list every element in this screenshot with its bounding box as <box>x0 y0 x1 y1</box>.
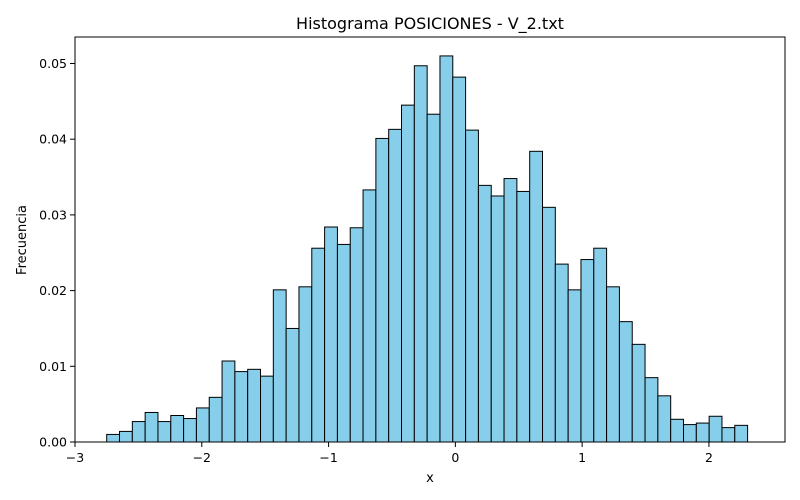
histogram-bar <box>336 243 351 443</box>
histogram-bar <box>708 415 723 443</box>
x-tick-label: 2 <box>705 450 713 465</box>
histogram-bar <box>362 189 377 443</box>
histogram-bar <box>618 321 633 443</box>
histogram-bar <box>516 190 531 443</box>
y-tick-label: 0.00 <box>39 435 67 450</box>
histogram-bar <box>106 433 121 443</box>
y-tick-label: 0.03 <box>39 207 67 222</box>
bars-group <box>106 55 749 443</box>
chart-title: Histograma POSICIONES - V_2.txt <box>296 14 564 34</box>
x-axis-label: x <box>426 471 434 486</box>
histogram-bar <box>452 76 467 443</box>
histogram-bar <box>670 418 685 443</box>
histogram-bar <box>477 184 492 443</box>
x-tick-label: 0 <box>451 450 459 465</box>
histogram-bar <box>721 427 736 443</box>
histogram-bar <box>195 407 210 443</box>
histogram-bar <box>183 418 197 443</box>
histogram-bar <box>554 263 569 443</box>
histogram-bar <box>426 113 441 443</box>
histogram-bar <box>170 415 185 443</box>
y-axis-label: Frecuencia <box>15 205 30 275</box>
x-tick-label: −2 <box>193 450 211 465</box>
histogram-bar <box>234 371 249 443</box>
histogram-bar <box>247 368 262 443</box>
histogram-bar <box>683 424 697 443</box>
histogram-bar <box>580 259 595 443</box>
y-tick-label: 0.01 <box>39 359 67 374</box>
histogram-bar <box>401 104 415 443</box>
histogram-bar <box>131 421 146 443</box>
histogram-bar <box>529 150 544 443</box>
histogram-bar <box>375 137 390 443</box>
histogram-bar <box>657 395 672 443</box>
histogram-bar <box>221 360 236 443</box>
y-tick-label: 0.04 <box>39 132 67 147</box>
histogram-bar <box>285 327 300 443</box>
histogram-bar <box>542 206 556 443</box>
histogram-bar <box>593 247 608 443</box>
y-axis-ticks: 0.00 0.01 0.02 0.03 0.04 0.05 <box>39 56 75 450</box>
histogram-bar <box>606 286 620 443</box>
histogram-bar <box>157 421 172 443</box>
x-tick-label: −3 <box>66 450 84 465</box>
x-tick-label: 1 <box>578 450 586 465</box>
histogram-bar <box>490 195 505 443</box>
histogram-bar <box>311 247 326 443</box>
histogram-bar <box>144 411 159 443</box>
histogram-bar <box>567 289 582 443</box>
histogram-bar <box>413 65 428 443</box>
histogram-bar <box>208 396 223 443</box>
plot-frame <box>74 36 786 443</box>
histogram-bar <box>298 286 313 443</box>
histogram-bar <box>349 227 364 443</box>
y-tick-label: 0.05 <box>39 56 67 71</box>
histogram-bar <box>465 129 479 443</box>
histogram-bar <box>734 424 749 443</box>
histogram-bar <box>503 178 518 443</box>
x-tick-label: −1 <box>319 450 337 465</box>
histogram-bar <box>119 430 133 443</box>
y-tick-label: 0.02 <box>39 283 67 298</box>
x-axis-ticks: −3 −2 −1 0 1 2 <box>66 442 713 465</box>
histogram-bar <box>631 343 646 443</box>
histogram-bar <box>695 422 710 443</box>
histogram-bar <box>260 375 274 443</box>
histogram-bar <box>324 226 338 443</box>
histogram-bar <box>272 289 287 443</box>
histogram-bar <box>644 377 659 443</box>
histogram-bar <box>388 128 403 443</box>
histogram-bar <box>439 55 454 443</box>
